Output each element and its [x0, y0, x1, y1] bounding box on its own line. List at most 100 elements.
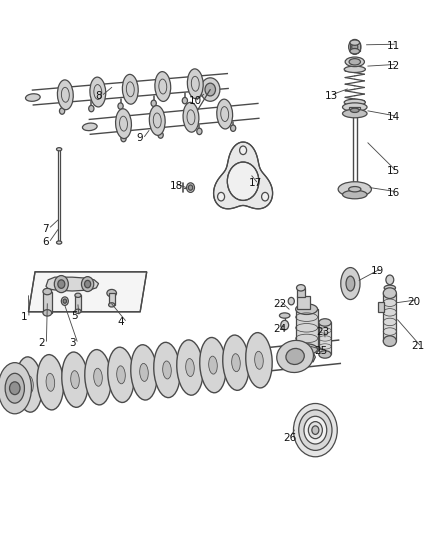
Ellipse shape	[345, 57, 364, 67]
Circle shape	[299, 410, 332, 450]
Ellipse shape	[90, 77, 106, 107]
Ellipse shape	[116, 109, 131, 139]
Ellipse shape	[25, 376, 33, 393]
Bar	[319, 322, 331, 354]
Circle shape	[312, 426, 319, 434]
Ellipse shape	[343, 103, 367, 111]
Ellipse shape	[131, 345, 157, 400]
Ellipse shape	[205, 83, 215, 96]
Ellipse shape	[286, 349, 304, 365]
Bar	[297, 296, 310, 309]
Circle shape	[386, 275, 394, 285]
Ellipse shape	[162, 361, 171, 379]
Ellipse shape	[94, 368, 102, 386]
Text: 7: 7	[42, 224, 49, 233]
Circle shape	[227, 162, 259, 200]
Text: 15: 15	[386, 166, 399, 175]
Ellipse shape	[350, 40, 360, 45]
Circle shape	[197, 128, 202, 134]
Ellipse shape	[43, 288, 52, 295]
Circle shape	[281, 320, 289, 330]
Text: 6: 6	[42, 237, 49, 247]
Ellipse shape	[343, 190, 367, 199]
Ellipse shape	[254, 351, 263, 369]
Ellipse shape	[75, 293, 81, 297]
Bar	[75, 295, 81, 311]
Ellipse shape	[383, 336, 396, 346]
Ellipse shape	[319, 351, 331, 358]
Ellipse shape	[85, 350, 111, 405]
Text: 5: 5	[71, 311, 78, 320]
Circle shape	[85, 280, 91, 288]
Text: 16: 16	[386, 188, 399, 198]
Ellipse shape	[350, 49, 360, 54]
Bar	[296, 309, 318, 349]
Text: 21: 21	[412, 342, 425, 351]
Circle shape	[158, 132, 163, 138]
Text: 18: 18	[170, 181, 183, 191]
Ellipse shape	[117, 366, 125, 384]
Text: 20: 20	[407, 297, 420, 306]
Ellipse shape	[75, 309, 81, 313]
Circle shape	[240, 146, 247, 155]
Ellipse shape	[217, 99, 233, 129]
Ellipse shape	[344, 66, 365, 72]
Ellipse shape	[5, 373, 25, 403]
Circle shape	[58, 280, 65, 288]
Bar	[383, 293, 396, 341]
Bar	[43, 292, 52, 313]
Ellipse shape	[155, 71, 171, 101]
Polygon shape	[214, 142, 272, 209]
Ellipse shape	[279, 313, 290, 318]
Text: 3: 3	[69, 338, 76, 348]
Ellipse shape	[82, 123, 97, 131]
Circle shape	[88, 106, 94, 112]
Ellipse shape	[200, 337, 226, 393]
Text: 11: 11	[386, 41, 399, 51]
Circle shape	[304, 416, 327, 444]
Ellipse shape	[297, 285, 305, 291]
Ellipse shape	[349, 59, 360, 65]
Text: 4: 4	[117, 317, 124, 327]
Text: 22: 22	[274, 299, 287, 309]
Text: 2: 2	[39, 338, 45, 348]
Ellipse shape	[122, 75, 138, 104]
Polygon shape	[46, 277, 99, 291]
Circle shape	[352, 43, 358, 51]
Ellipse shape	[25, 94, 40, 101]
Ellipse shape	[177, 340, 203, 395]
Ellipse shape	[208, 356, 217, 374]
Circle shape	[293, 403, 337, 457]
Ellipse shape	[108, 347, 134, 402]
Text: 26: 26	[283, 433, 296, 442]
Text: 25: 25	[314, 346, 327, 356]
Circle shape	[182, 98, 187, 104]
Ellipse shape	[57, 241, 62, 244]
Ellipse shape	[107, 289, 117, 297]
Circle shape	[60, 108, 65, 114]
Ellipse shape	[187, 69, 203, 99]
Ellipse shape	[296, 304, 318, 314]
Ellipse shape	[37, 354, 64, 410]
Text: 8: 8	[95, 91, 102, 101]
Circle shape	[288, 297, 294, 305]
Text: 19: 19	[371, 266, 384, 276]
Ellipse shape	[62, 352, 88, 407]
Circle shape	[63, 299, 67, 303]
Circle shape	[349, 39, 361, 54]
Text: 10: 10	[189, 96, 202, 106]
Ellipse shape	[338, 182, 371, 197]
Ellipse shape	[383, 288, 396, 298]
Bar	[350, 43, 360, 51]
Polygon shape	[28, 272, 147, 312]
Bar	[297, 288, 305, 297]
Ellipse shape	[343, 109, 367, 118]
Text: 24: 24	[274, 324, 287, 334]
Circle shape	[188, 185, 193, 190]
Ellipse shape	[344, 99, 365, 106]
Ellipse shape	[57, 80, 73, 110]
Circle shape	[61, 297, 68, 305]
Text: 13: 13	[325, 91, 338, 101]
Text: 1: 1	[21, 312, 28, 321]
Bar	[349, 107, 360, 114]
